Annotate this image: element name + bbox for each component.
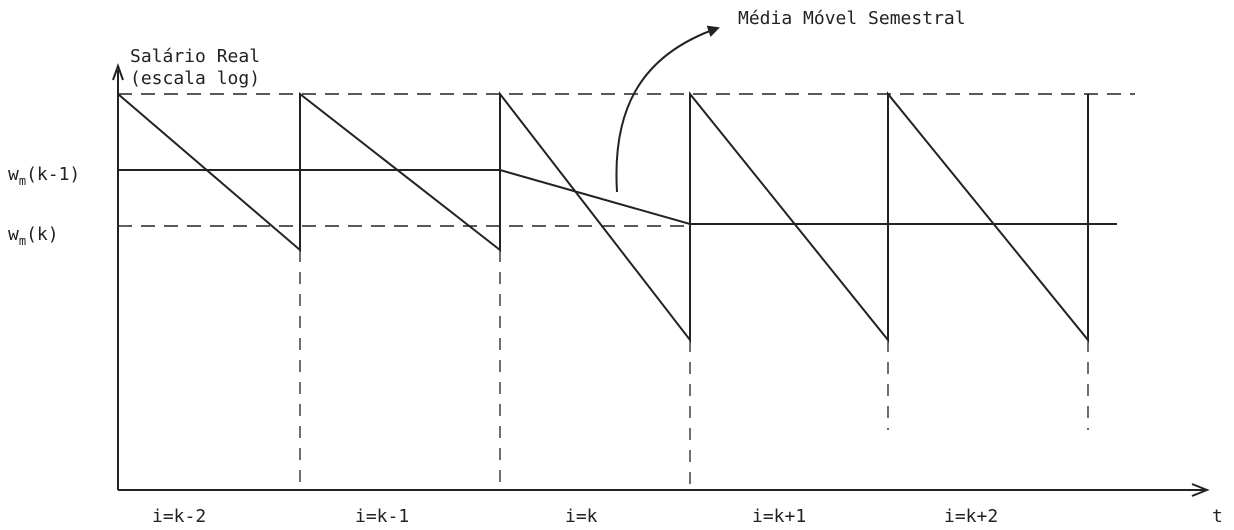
y-axis-arrowhead bbox=[112, 63, 124, 81]
period-label: i=k bbox=[565, 506, 598, 527]
moving-average-label: Média Móvel Semestral bbox=[738, 8, 966, 29]
y-axis-label-line2: (escala log) bbox=[130, 68, 260, 89]
period-label: i=k+2 bbox=[944, 506, 998, 527]
period-label: i=k-1 bbox=[355, 506, 409, 527]
x-axis-label: t bbox=[1212, 506, 1223, 527]
x-axis-arrowhead bbox=[1191, 483, 1210, 497]
moving-average-annotation-arrow bbox=[615, 25, 720, 193]
moving-average-line bbox=[118, 169, 1117, 225]
real-wage-sawtooth bbox=[117, 91, 1089, 343]
period-label: i=k+1 bbox=[752, 506, 806, 527]
y-axis-label-line1: Salário Real bbox=[130, 46, 260, 67]
period-label: i=k-2 bbox=[152, 506, 206, 527]
wm-k-label: wm(k) bbox=[8, 224, 59, 248]
wm-k-1-label: wm(k-1) bbox=[8, 164, 80, 188]
